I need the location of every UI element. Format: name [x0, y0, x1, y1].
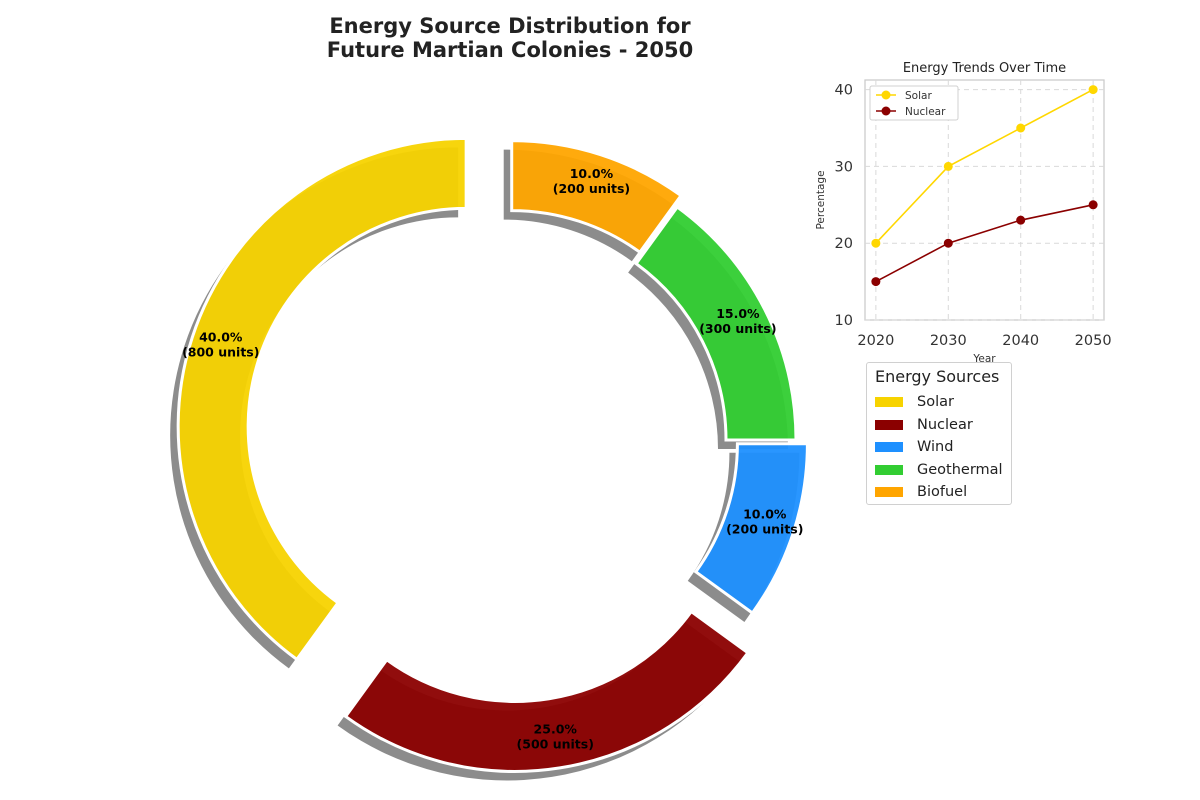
wedge-percent-label: 10.0%	[570, 166, 614, 181]
inset-legend: Solar Nuclear	[869, 85, 959, 121]
y-tick-label: 10	[835, 313, 853, 329]
wedge-units-label: (200 units)	[726, 521, 803, 536]
wedge-percent-label: 40.0%	[199, 330, 243, 345]
series-line-solar	[875, 88, 1094, 244]
legend-swatch	[875, 487, 903, 497]
legend-item-solar: Solar	[875, 392, 954, 412]
wedge-units-label: (300 units)	[699, 321, 776, 336]
data-point-nuclear	[943, 238, 953, 248]
wedge-wind	[693, 442, 809, 616]
legend-item-wind: Wind	[875, 437, 953, 457]
legend-label: Wind	[917, 439, 954, 455]
wedge-percent-label: 15.0%	[716, 306, 760, 321]
donut-chart: 40.0%(800 units)25.0%(500 units)10.0%(20…	[170, 136, 809, 781]
x-tick-label: 2040	[1002, 333, 1039, 349]
y-tick-label: 40	[835, 83, 853, 99]
inset-legend-label: Solar	[905, 90, 932, 102]
legend-label: Biofuel	[917, 484, 968, 500]
inset-legend-marker	[881, 106, 891, 116]
wedge-units-label: (800 units)	[182, 345, 259, 360]
series-line-nuclear	[875, 204, 1094, 283]
data-point-solar	[871, 238, 881, 248]
data-point-solar	[1016, 123, 1026, 133]
data-point-nuclear	[1016, 215, 1026, 225]
legend-swatch	[875, 397, 903, 407]
legend-label: Geothermal	[917, 461, 1003, 478]
y-tick-label: 30	[835, 159, 853, 175]
data-point-nuclear	[1088, 200, 1098, 210]
wedge-percent-label: 25.0%	[534, 721, 578, 736]
inset-legend-marker	[881, 90, 891, 100]
legend-label: Nuclear	[917, 416, 973, 433]
data-point-solar	[1088, 85, 1098, 95]
data-point-nuclear	[871, 277, 881, 287]
y-axis-label: Percentage	[815, 170, 827, 229]
x-tick-label: 2030	[930, 333, 967, 349]
legend-swatch	[875, 464, 903, 475]
wedge-geothermal	[634, 204, 798, 442]
legend-item-biofuel: Biofuel	[875, 482, 967, 502]
donut-legend: Energy Sources Solar Nuclear Wind Geotherma…	[866, 362, 1012, 505]
wedge-solar	[176, 136, 468, 662]
data-point-solar	[943, 161, 953, 171]
wedge-percent-label: 10.0%	[743, 506, 787, 521]
inset-legend-label: Nuclear	[905, 106, 946, 118]
legend-swatch	[875, 442, 903, 452]
y-tick-label: 20	[835, 236, 853, 252]
wedge-units-label: (200 units)	[553, 181, 630, 196]
legend-label: Solar	[917, 394, 954, 410]
legend-title: Energy Sources	[875, 367, 1000, 386]
wedge-units-label: (500 units)	[517, 736, 594, 751]
chart-title: Energy Source Distribution for Future Mar…	[326, 14, 694, 62]
legend-item-nuclear: Nuclear	[875, 415, 973, 435]
x-tick-label: 2020	[857, 333, 894, 349]
legend-item-geothermal: Geothermal	[875, 460, 1003, 480]
inset-title: Energy Trends Over Time	[903, 61, 1066, 76]
legend-swatch	[875, 419, 903, 430]
wedge-nuclear	[343, 609, 750, 773]
wedge-biofuel	[510, 139, 684, 255]
x-tick-label: 2050	[1075, 333, 1112, 349]
